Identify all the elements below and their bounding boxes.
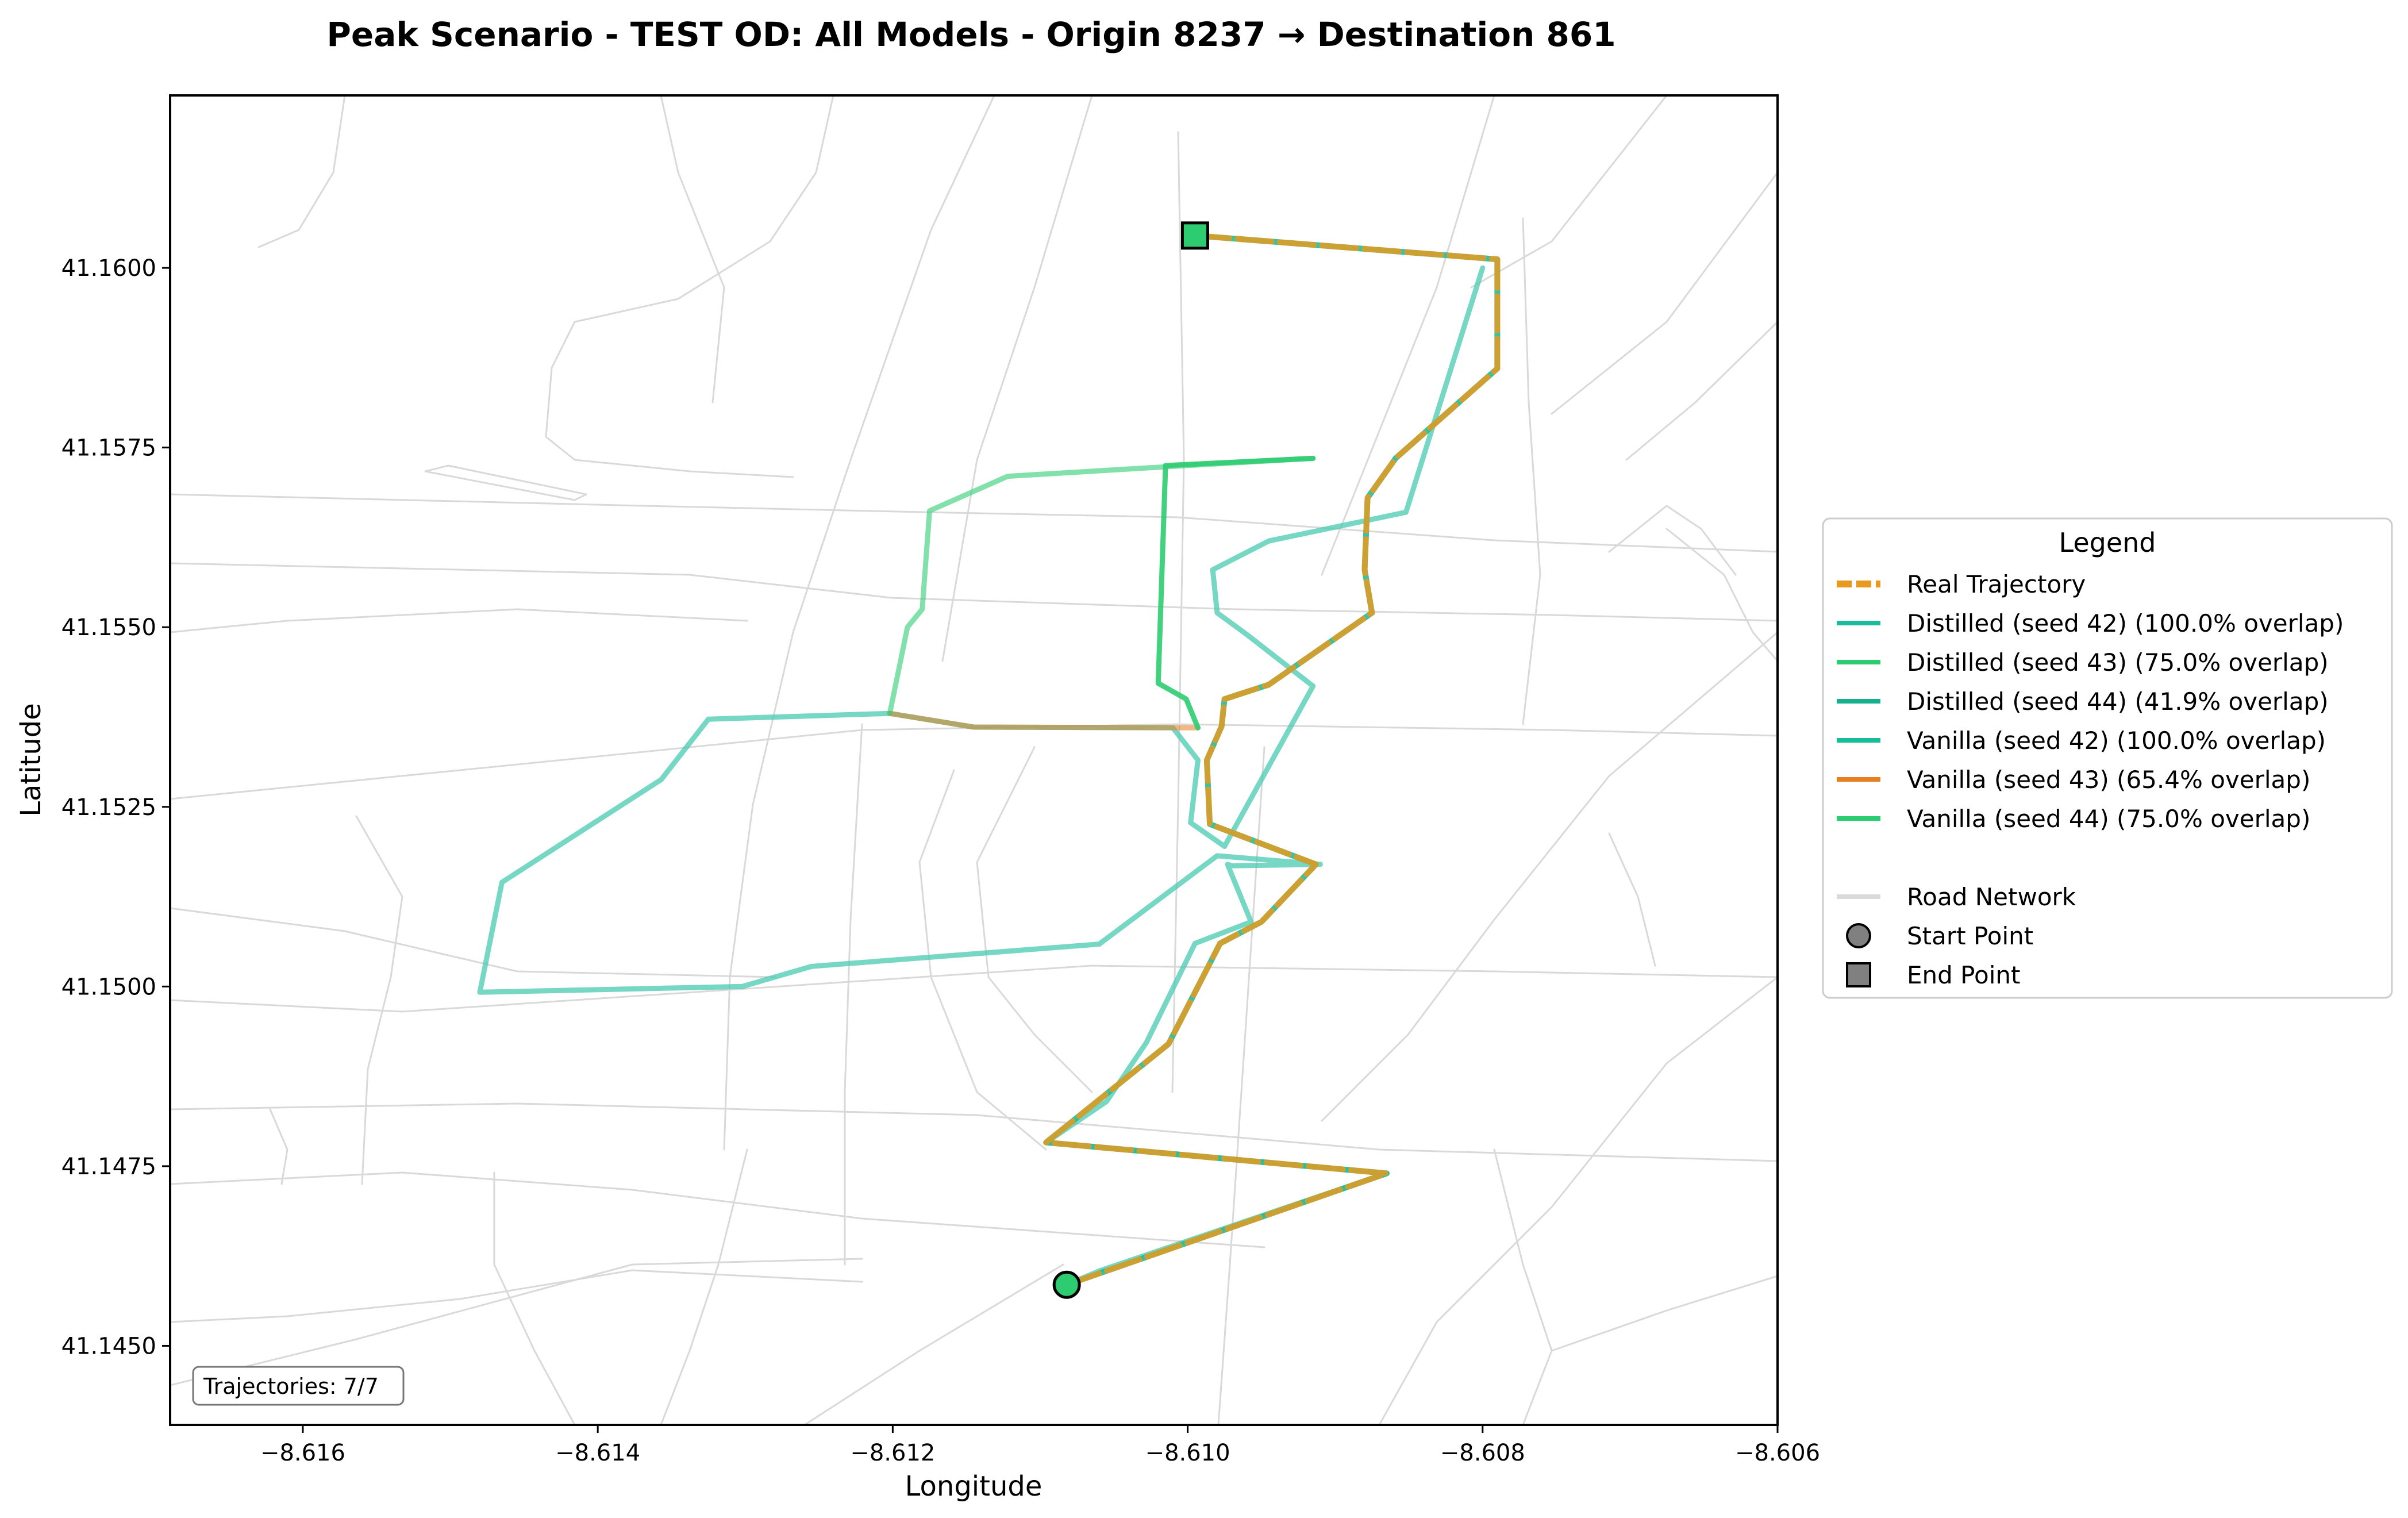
road-segment: [170, 964, 1778, 1013]
road-segment: [574, 95, 834, 323]
start-point-marker: [1052, 1270, 1081, 1299]
y-axis-label: Latitude: [15, 703, 47, 817]
x-tick-label: −8.614: [555, 1440, 640, 1466]
legend: Legend Real Trajectory Distilled (seed 42…: [1822, 517, 2393, 999]
road-segment: [170, 493, 1778, 553]
road-segment: [355, 815, 403, 1185]
legend-entry-2: Distilled (seed 43) (75.0% overlap): [1837, 648, 2329, 677]
road-segment: [1378, 976, 1778, 1425]
legend-entries: Real Trajectory Distilled (seed 42) (100.…: [1837, 570, 2344, 989]
chart-title: Peak Scenario - TEST OD: All Models - Or…: [326, 15, 1615, 54]
x-tick-label: −8.606: [1735, 1440, 1820, 1466]
y-tick-label: 41.1600: [61, 255, 156, 282]
x-axis-label: Longitude: [905, 1470, 1043, 1502]
plot-area: [170, 95, 1778, 1425]
legend-label: Vanilla (seed 43) (65.4% overlap): [1907, 766, 2310, 794]
legend-entry-0: Real Trajectory: [1837, 570, 2086, 598]
legend-entry-5: Vanilla (seed 43) (65.4% overlap): [1837, 766, 2310, 794]
road-segment: [493, 1171, 576, 1425]
legend-swatch: [1846, 962, 1871, 987]
info-box: Trajectories: 7/7: [192, 1366, 405, 1406]
legend-title: Legend: [2059, 527, 2156, 558]
road-segment: [1217, 746, 1265, 1425]
road-segment: [941, 95, 1093, 662]
legend-label: Start Point: [1907, 922, 2033, 950]
legend-entry-3: Distilled (seed 44) (41.9% overlap): [1837, 687, 2329, 716]
road-segment: [1493, 1148, 1553, 1425]
road-segment: [170, 907, 777, 978]
road-segment: [170, 608, 748, 633]
legend-entry-8: Road Network: [1837, 883, 2076, 911]
road-segment: [918, 769, 1047, 1151]
trajectory-line-0: [477, 265, 1486, 1288]
y-axis-ticks: 41.1450 41.1475 41.1500 41.1525 41.1550 41.15…: [61, 255, 170, 1359]
legend-swatch: [1846, 923, 1871, 948]
legend-label: End Point: [1907, 961, 2020, 989]
legend-entry-10: End Point: [1846, 961, 2020, 989]
road-segment: [257, 95, 346, 248]
x-tick-label: −8.612: [850, 1440, 935, 1466]
x-axis-ticks: −8.616 −8.614 −8.612 −8.610 −8.608 −8.606: [260, 1425, 1820, 1466]
end-point-marker: [1180, 221, 1209, 250]
road-segment: [844, 723, 863, 1266]
plot-frame: [169, 94, 1779, 1426]
road-segment: [660, 95, 725, 403]
road-segment: [170, 1171, 1265, 1248]
legend-label: Road Network: [1907, 883, 2076, 911]
legend-label: Vanilla (seed 44) (75.0% overlap): [1907, 805, 2310, 833]
x-tick-label: −8.616: [260, 1440, 345, 1466]
road-segment: [803, 1263, 1064, 1425]
road-segment: [723, 95, 995, 1151]
trajectory-count-text: Trajectories: 7/7: [203, 1374, 379, 1399]
road-segment: [976, 746, 1093, 1093]
road-segment: [269, 1108, 289, 1185]
legend-label: Distilled (seed 43) (75.0% overlap): [1907, 648, 2329, 677]
trajectory-line-1: [887, 710, 1201, 731]
legend-label: Distilled (seed 44) (41.9% overlap): [1907, 687, 2329, 716]
road-segment: [170, 1102, 1778, 1162]
road-segment: [1321, 95, 1495, 576]
y-tick-label: 41.1550: [61, 614, 156, 641]
y-tick-label: 41.1525: [61, 794, 156, 821]
road-segment: [1665, 528, 1778, 662]
legend-label: Distilled (seed 42) (100.0% overlap): [1907, 609, 2344, 637]
y-tick-label: 41.1500: [61, 974, 156, 1000]
y-tick-label: 41.1450: [61, 1333, 156, 1359]
legend-entry-9: Start Point: [1846, 922, 2033, 950]
road-segment: [1551, 1275, 1778, 1352]
y-tick-label: 41.1575: [61, 435, 156, 462]
legend-entry-1: Distilled (seed 42) (100.0% overlap): [1837, 609, 2344, 637]
od-markers: [1052, 221, 1209, 1299]
road-segment: [1321, 631, 1778, 1122]
legend-label: Real Trajectory: [1907, 570, 2086, 598]
road-segment: [1171, 131, 1185, 1093]
road-segment: [660, 1148, 748, 1425]
road-segment: [1625, 321, 1778, 461]
road-segment: [1608, 832, 1656, 967]
trajectory-layer: [477, 232, 1501, 1288]
road-segment: [1522, 217, 1541, 725]
road-segment: [1608, 505, 1737, 576]
road-segment: [424, 464, 587, 501]
x-tick-label: −8.608: [1440, 1440, 1525, 1466]
trajectory-line-4: [1043, 232, 1501, 1288]
info-box-frame: [192, 1366, 405, 1406]
y-tick-label: 41.1475: [61, 1154, 156, 1180]
legend-frame: [1822, 517, 2393, 999]
x-tick-label: −8.610: [1145, 1440, 1230, 1466]
road-segment: [1551, 171, 1778, 415]
legend-entry-6: Vanilla (seed 44) (75.0% overlap): [1837, 805, 2310, 833]
road-segment: [545, 321, 794, 478]
legend-label: Vanilla (seed 42) (100.0% overlap): [1907, 727, 2326, 755]
legend-entry-4: Vanilla (seed 42) (100.0% overlap): [1837, 727, 2326, 755]
trajectory-line-3: [887, 455, 1316, 716]
road-segment: [170, 1269, 863, 1323]
road-segment: [170, 1258, 863, 1386]
road-segment: [170, 562, 1778, 622]
